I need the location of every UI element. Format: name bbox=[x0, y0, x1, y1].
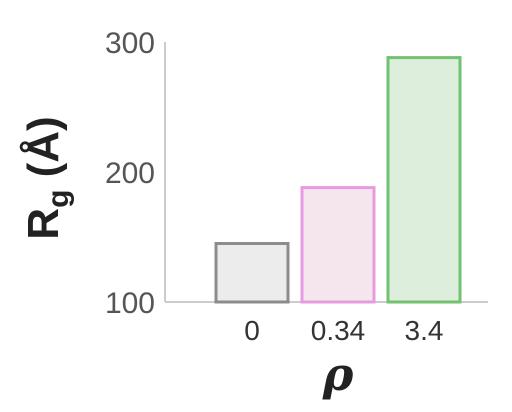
bars-group bbox=[214, 56, 462, 304]
bar-0.34 bbox=[300, 186, 376, 304]
bar-0 bbox=[214, 242, 290, 304]
y-tick-label: 100 bbox=[105, 287, 155, 320]
y-tick-label: 300 bbox=[105, 27, 155, 60]
bar-3.4 bbox=[386, 56, 462, 304]
y-axis-label-main: R bbox=[19, 208, 68, 240]
x-axis-label: ρ bbox=[322, 347, 354, 401]
y-axis-label-subscript: g bbox=[42, 190, 75, 208]
y-axis-label: Rg (Å) bbox=[19, 116, 75, 239]
x-tick-label: 0 bbox=[244, 315, 260, 346]
y-axis-label-unit: (Å) bbox=[19, 116, 68, 189]
x-tick-label: 0.34 bbox=[311, 315, 366, 346]
y-tick-label: 200 bbox=[105, 157, 155, 190]
x-tick-label: 3.4 bbox=[405, 315, 444, 346]
